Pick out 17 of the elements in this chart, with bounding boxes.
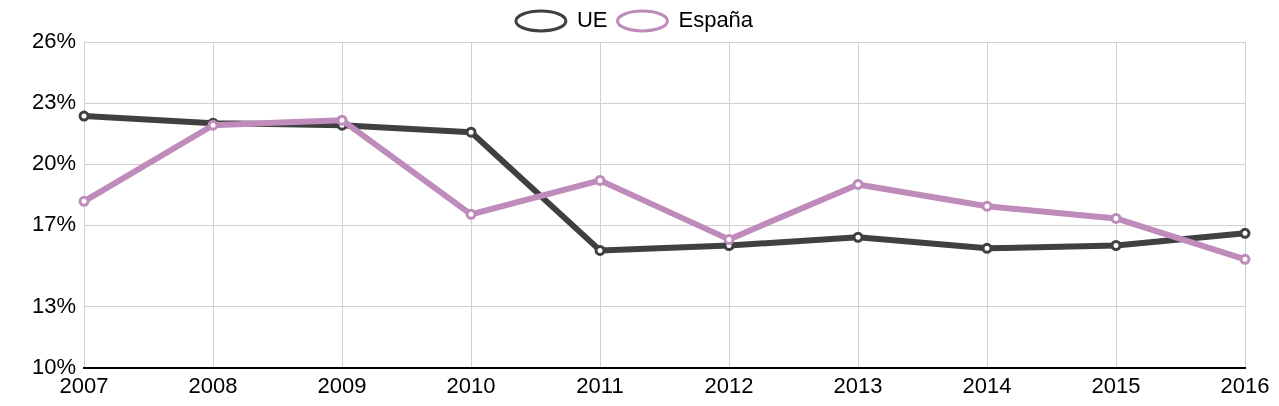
x-tick-label: 2008 <box>188 372 238 398</box>
legend-label: UE <box>576 7 608 33</box>
y-tick-label: 17% <box>31 211 77 237</box>
legend-label: España <box>678 7 754 33</box>
x-tick-label: 2014 <box>962 372 1012 398</box>
x-tick-label: 2013 <box>833 372 883 398</box>
y-tick-label: 10% <box>31 353 77 379</box>
x-tick-label: 2016 <box>1220 372 1270 398</box>
x-tick-label: 2011 <box>576 372 624 398</box>
x-tick-label: 2010 <box>446 372 496 398</box>
x-tick-label: 2015 <box>1091 372 1141 398</box>
y-tick-label: 20% <box>31 150 77 176</box>
x-tick-label: 2012 <box>704 372 754 398</box>
y-tick-label: 23% <box>31 89 77 115</box>
y-tick-label: 13% <box>31 292 77 318</box>
x-tick-label: 2009 <box>317 372 367 398</box>
y-tick-label: 26% <box>31 28 77 54</box>
